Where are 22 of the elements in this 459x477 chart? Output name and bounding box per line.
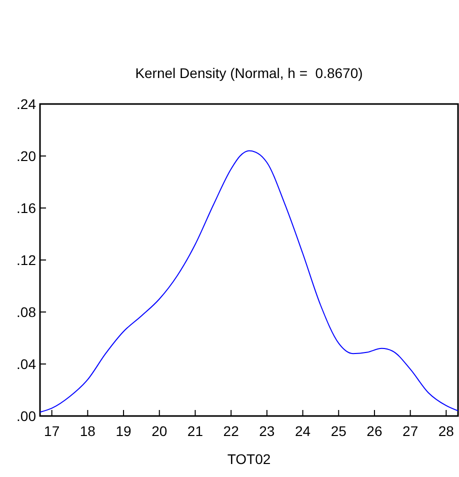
x-tick-label: 19	[116, 423, 132, 439]
y-tick-label: .16	[16, 200, 36, 216]
x-tick-label: 17	[44, 423, 60, 439]
y-tick-label: .08	[16, 304, 36, 320]
x-tick-label: 24	[294, 423, 311, 439]
x-tick-label: 27	[402, 423, 418, 439]
x-tick-label: 18	[80, 423, 96, 439]
x-tick-label: 21	[187, 423, 204, 439]
y-tick-label: .20	[16, 148, 36, 164]
x-tick-label: 26	[366, 423, 382, 439]
x-tick-label: 20	[152, 423, 168, 439]
x-tick-label: 25	[330, 423, 347, 439]
x-tick-label: 23	[259, 423, 275, 439]
y-tick-label: .12	[16, 252, 36, 268]
y-tick-label: .00	[16, 408, 36, 424]
x-axis-title: TOT02	[227, 451, 271, 467]
y-tick-label: .04	[16, 356, 36, 372]
x-tick-label: 28	[438, 423, 454, 439]
y-tick-label: .24	[16, 96, 36, 112]
line-series	[40, 150, 458, 413]
chart-title: Kernel Density (Normal, h = 0.8670)	[135, 65, 363, 81]
x-tick-label: 22	[223, 423, 240, 439]
